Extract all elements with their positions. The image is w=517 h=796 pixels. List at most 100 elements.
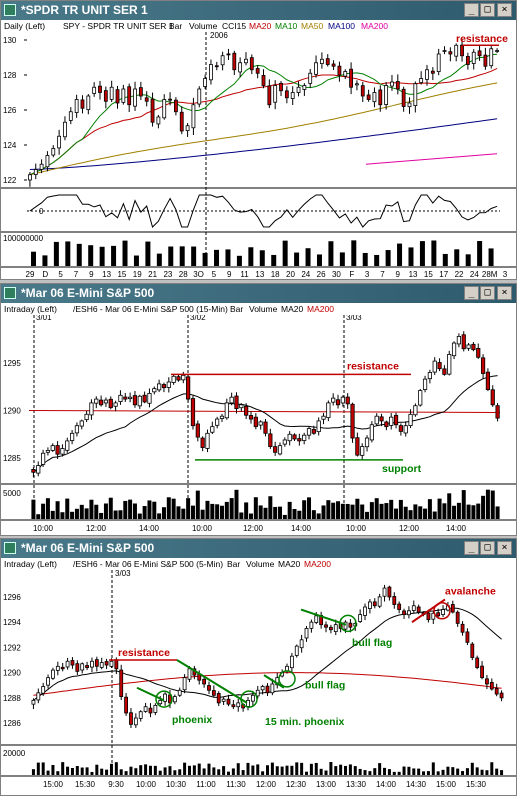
volume-bar — [423, 508, 428, 519]
volume-bar — [324, 770, 328, 775]
volume-bar — [258, 505, 263, 519]
candle — [60, 666, 65, 670]
intraday-5min-window: *Mar 06 E-Mini S&P 500 _ □ × Intraday (L… — [0, 538, 517, 796]
minimize-button[interactable]: _ — [464, 3, 479, 17]
volume-bar — [192, 765, 196, 775]
candle — [203, 78, 208, 87]
volume-bar — [187, 765, 191, 775]
candle — [369, 424, 374, 441]
candle — [143, 706, 148, 712]
intraday-5min-chart: 1296 1294 1292 1290 1288 1286 3/03 resistance ph… — [1, 570, 516, 789]
candle — [104, 661, 109, 666]
volume-bar — [485, 489, 490, 519]
maximize-button[interactable]: □ — [480, 541, 495, 555]
x-tick-label: 28 — [179, 270, 188, 279]
candle — [182, 677, 187, 691]
x-tick-label: 14:30 — [406, 780, 427, 789]
candle — [393, 414, 399, 426]
volume-bar — [447, 493, 452, 519]
x-tick-label: 21 — [148, 270, 157, 279]
candle — [335, 399, 341, 406]
ma20-line — [33, 375, 498, 473]
maximize-button[interactable]: □ — [480, 3, 495, 17]
candle — [389, 416, 394, 426]
support-annotation: support — [382, 463, 422, 475]
candle — [358, 614, 363, 622]
candle — [94, 398, 99, 404]
volume-bar — [442, 503, 447, 519]
ma20-label: MA20 — [281, 304, 304, 314]
trend-line — [263, 674, 285, 689]
close-button[interactable]: × — [497, 541, 512, 555]
volume-bar — [212, 767, 216, 775]
chart-style: Bar — [230, 304, 244, 314]
volume-bar — [53, 241, 59, 266]
candle — [55, 665, 60, 671]
candle — [69, 432, 75, 441]
candle — [267, 85, 272, 106]
session-label: 3/02 — [190, 315, 206, 322]
chart-window-icon — [4, 4, 16, 16]
volume-bar — [99, 512, 104, 519]
close-button[interactable]: × — [497, 3, 512, 17]
ma50-label: MA50 — [301, 21, 324, 31]
volume-bar — [94, 504, 99, 519]
minimize-button[interactable]: _ — [464, 286, 479, 300]
x-tick-label: 15:00 — [436, 780, 457, 789]
volume-bar — [408, 510, 413, 519]
x-tick-label: 13:00 — [316, 780, 337, 789]
window-titlebar[interactable]: *SPDR TR UNIT SER 1 _ □ × — [1, 1, 516, 20]
x-tick-label: 15:00 — [43, 780, 64, 789]
volume-bar — [427, 499, 432, 519]
volume-bar — [105, 769, 109, 775]
candle — [382, 587, 387, 597]
x-tick-label: 12:00 — [243, 524, 264, 533]
x-tick-label: 9 — [89, 270, 94, 279]
candle — [200, 437, 205, 448]
volume-bar — [485, 770, 489, 775]
candle — [331, 397, 336, 403]
window-titlebar[interactable]: *Mar 06 E-Mini S&P 500 _ □ × — [1, 284, 516, 303]
volume-bar — [60, 512, 65, 519]
candle — [392, 596, 397, 605]
volume-bar — [119, 769, 123, 775]
maximize-button[interactable]: □ — [480, 286, 495, 300]
candle — [475, 657, 480, 668]
close-button[interactable]: × — [497, 286, 512, 300]
x-tick-label: 19 — [133, 270, 142, 279]
window-title: *Mar 06 E-Mini S&P 500 — [21, 286, 155, 300]
window-titlebar[interactable]: *Mar 06 E-Mini S&P 500 _ □ × — [1, 539, 516, 558]
volume-bar — [88, 245, 94, 266]
volume-bar — [431, 240, 437, 266]
candle — [152, 388, 157, 393]
candle — [207, 685, 211, 691]
candle — [65, 440, 70, 451]
volume-bar — [351, 240, 357, 266]
x-tick-label: 7 — [380, 270, 385, 279]
volume-bar — [263, 507, 268, 519]
x-tick-label: 14:00 — [139, 524, 160, 533]
candle — [287, 433, 292, 442]
candle — [350, 403, 355, 439]
volume-bar — [488, 248, 494, 266]
candle — [379, 416, 384, 422]
candle — [127, 86, 132, 106]
candle — [495, 405, 500, 419]
candle — [244, 58, 248, 64]
x-tick-label: 18 — [271, 270, 280, 279]
phoenix-annotation: phoenix — [172, 714, 212, 726]
minimize-button[interactable]: _ — [464, 541, 479, 555]
volume-bar — [397, 243, 403, 266]
volume-bar — [134, 768, 138, 775]
candle — [74, 425, 80, 434]
volume-bar — [181, 508, 186, 519]
candle — [436, 53, 441, 72]
chart-header: Daily (Left) SPY - SPDR TR UNIT SER 1 Ba… — [1, 20, 516, 32]
candle — [402, 610, 406, 615]
x-tick-label: 24 — [470, 270, 479, 279]
volume-bar — [360, 504, 365, 519]
candle — [209, 64, 213, 81]
candle — [450, 604, 455, 613]
volume-bar — [108, 497, 113, 519]
volume-bar — [214, 249, 220, 266]
